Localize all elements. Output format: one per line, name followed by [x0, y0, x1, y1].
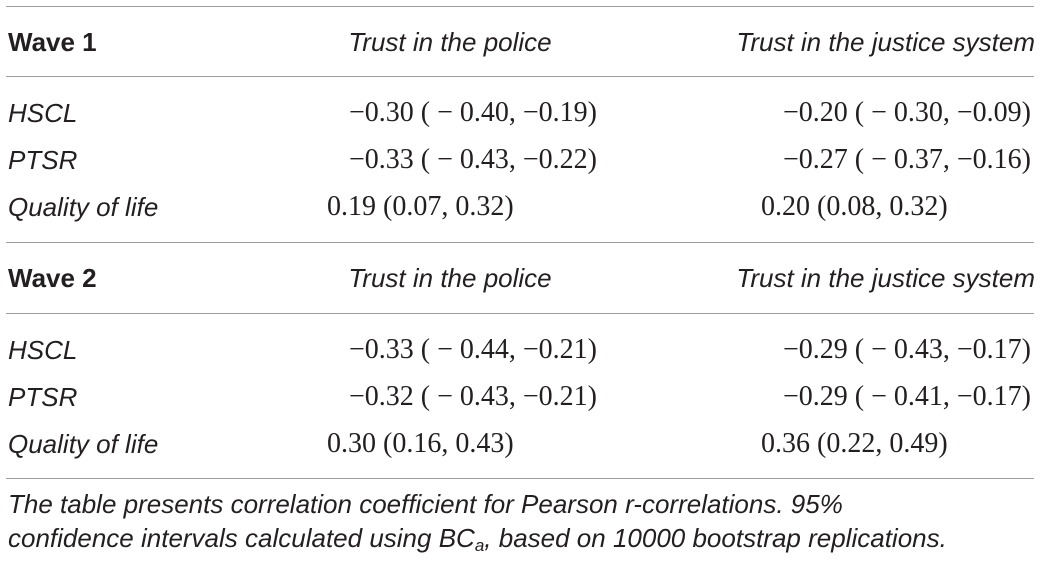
wave-1-justice-header: Trust in the justice system — [736, 27, 1035, 57]
police-value: −0.33 ( − 0.44, −0.21) — [348, 334, 597, 365]
justice-value: −0.27 ( − 0.37, −0.16) — [782, 144, 1031, 175]
justice-value: −0.20 ( − 0.30, −0.09) — [782, 97, 1031, 128]
footnote-line-2-start: confidence intervals calculated using BC — [8, 523, 475, 553]
row-label: Quality of life — [8, 192, 159, 222]
police-value: −0.30 ( − 0.40, −0.19) — [348, 97, 597, 128]
table-row: PTSR −0.33 ( − 0.43, −0.22) −0.27 ( − 0.… — [0, 140, 1041, 180]
wave-2-header-rule — [6, 313, 1034, 314]
wave-1-header-rule — [6, 76, 1034, 77]
table-bottom-rule — [6, 478, 1034, 479]
justice-value: −0.29 ( − 0.43, −0.17) — [782, 334, 1031, 365]
footnote-line-2: confidence intervals calculated using BC… — [8, 521, 1032, 555]
wave-divider-rule — [6, 242, 1034, 243]
table-top-rule — [6, 6, 1034, 7]
justice-value: −0.29 ( − 0.41, −0.17) — [782, 381, 1031, 412]
police-value: 0.19 (0.07, 0.32) — [327, 191, 514, 222]
table-row: HSCL −0.30 ( − 0.40, −0.19) −0.20 ( − 0.… — [0, 93, 1041, 133]
table-row: PTSR −0.32 ( − 0.43, −0.21) −0.29 ( − 0.… — [0, 377, 1041, 417]
table-footnote: The table presents correlation coefficie… — [8, 487, 1032, 555]
police-value: −0.32 ( − 0.43, −0.21) — [348, 381, 597, 412]
table-row: HSCL −0.33 ( − 0.44, −0.21) −0.29 ( − 0.… — [0, 330, 1041, 370]
row-label: HSCL — [8, 98, 78, 128]
wave-2-justice-header: Trust in the justice system — [736, 263, 1035, 293]
footnote-line-2-end: , based on 10000 bootstrap replications. — [484, 523, 947, 553]
table-row: Quality of life 0.19 (0.07, 0.32) 0.20 (… — [0, 187, 1041, 227]
justice-value: 0.36 (0.22, 0.49) — [761, 428, 948, 459]
wave-2-police-header: Trust in the police — [348, 263, 552, 293]
justice-value: 0.20 (0.08, 0.32) — [761, 191, 948, 222]
footnote-line-1: The table presents correlation coefficie… — [8, 489, 843, 519]
wave-2-header-row: Wave 2 Trust in the police Trust in the … — [0, 258, 1041, 298]
wave-1-label: Wave 1 — [8, 27, 97, 57]
police-value: −0.33 ( − 0.43, −0.22) — [348, 144, 597, 175]
footnote-subscript: a — [474, 536, 485, 555]
police-value: 0.30 (0.16, 0.43) — [327, 428, 514, 459]
row-label: HSCL — [8, 335, 78, 365]
row-label: Quality of life — [8, 429, 159, 459]
row-label: PTSR — [8, 382, 78, 412]
wave-2-label: Wave 2 — [8, 263, 97, 293]
wave-1-police-header: Trust in the police — [348, 27, 552, 57]
table-row: Quality of life 0.30 (0.16, 0.43) 0.36 (… — [0, 424, 1041, 464]
wave-1-header-row: Wave 1 Trust in the police Trust in the … — [0, 22, 1041, 62]
row-label: PTSR — [8, 145, 78, 175]
